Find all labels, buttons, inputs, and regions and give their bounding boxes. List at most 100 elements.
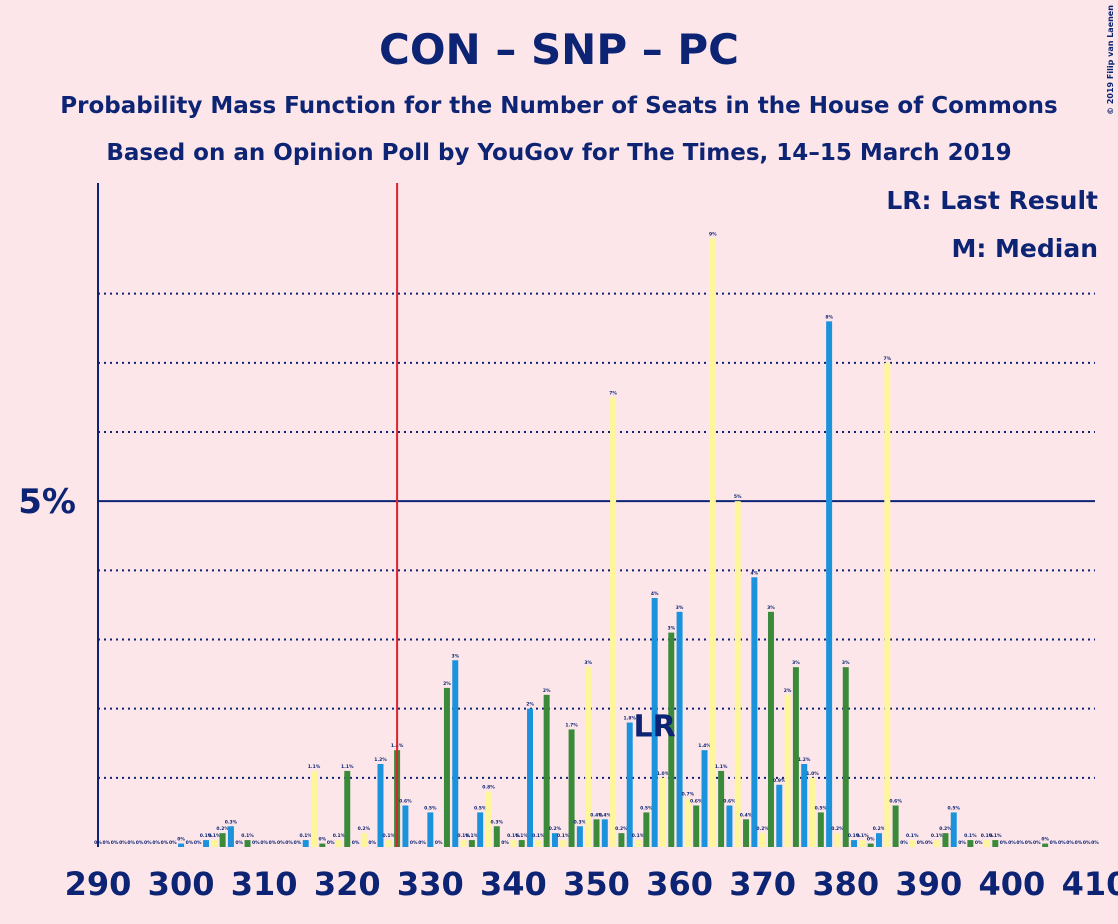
- value-label: 0.1%: [241, 833, 254, 839]
- value-label: 0.5%: [948, 805, 961, 811]
- bar: [726, 805, 733, 847]
- bar: [875, 833, 882, 847]
- bar: [560, 840, 567, 847]
- value-label: 0.2%: [756, 826, 769, 832]
- bar: [344, 770, 351, 847]
- bar: [984, 840, 990, 847]
- value-label: 2%: [784, 688, 792, 694]
- value-label: 0.1%: [632, 833, 645, 839]
- bar: [942, 833, 949, 847]
- value-label: 0.6%: [690, 799, 703, 805]
- bar: [1042, 843, 1049, 847]
- bar: [518, 840, 525, 847]
- value-label: 0%: [1008, 840, 1016, 846]
- value-label: 9%: [709, 231, 717, 237]
- x-tick-label: 360: [646, 865, 713, 903]
- bar: [751, 577, 758, 847]
- bar: [452, 660, 459, 847]
- bar: [227, 826, 234, 847]
- value-label: 0%: [127, 840, 135, 846]
- bar: [178, 843, 185, 847]
- bar: [693, 805, 700, 847]
- value-label: 7%: [609, 390, 617, 396]
- bar: [593, 819, 600, 847]
- value-label: 0%: [327, 840, 335, 846]
- bar: [485, 791, 492, 847]
- bar: [709, 238, 716, 848]
- x-tick-label: 320: [314, 865, 381, 903]
- bar: [767, 611, 774, 847]
- bar: [859, 840, 866, 847]
- legend-text: LR: Last Result: [886, 186, 1098, 215]
- x-tick-label: 400: [979, 865, 1046, 903]
- bar: [385, 840, 392, 847]
- bar: [718, 770, 725, 847]
- value-label: 0%: [1091, 840, 1099, 846]
- value-label: 5%: [734, 494, 742, 500]
- value-label: 7%: [883, 356, 891, 362]
- value-label: 0.2%: [358, 826, 371, 832]
- value-label: 0%: [102, 840, 110, 846]
- value-label: 1.2%: [374, 757, 387, 763]
- bar: [867, 843, 874, 847]
- value-label: 3%: [842, 660, 850, 666]
- value-label: 0%: [368, 840, 376, 846]
- value-label: 0.1%: [964, 833, 977, 839]
- value-label: 0%: [169, 840, 177, 846]
- bar: [427, 812, 434, 847]
- value-label: 0%: [435, 840, 443, 846]
- value-label: 0.1%: [457, 833, 470, 839]
- x-tick-label: 300: [148, 865, 215, 903]
- value-label: 2%: [526, 702, 534, 708]
- x-tick-label: 410: [1062, 865, 1118, 903]
- bar: [402, 805, 409, 847]
- bar: [601, 819, 608, 847]
- value-label: 0.1%: [848, 833, 861, 839]
- value-label: 0%: [1050, 840, 1058, 846]
- bar: [668, 632, 675, 847]
- value-label: 0%: [925, 840, 933, 846]
- value-label: 0%: [975, 840, 983, 846]
- value-label: 0.2%: [939, 826, 952, 832]
- value-label: 0.1%: [507, 833, 520, 839]
- value-label: 3%: [767, 605, 775, 611]
- y-tick-label: 5%: [18, 482, 76, 522]
- value-label: 0%: [501, 840, 509, 846]
- bar: [701, 750, 708, 847]
- bar: [659, 777, 666, 847]
- value-label: 0.9%: [773, 778, 786, 784]
- x-tick-label: 350: [563, 865, 630, 903]
- bar: [244, 840, 251, 847]
- value-label: 0.4%: [590, 812, 603, 818]
- value-label: 0%: [161, 840, 169, 846]
- bar: [743, 819, 750, 847]
- value-label: 0.4%: [740, 812, 753, 818]
- bar: [734, 501, 741, 847]
- value-label: 0.1%: [989, 833, 1002, 839]
- bar: [618, 833, 625, 847]
- value-label: 1.1%: [308, 764, 321, 770]
- value-label: 0.1%: [466, 833, 479, 839]
- x-tick-label: 290: [65, 865, 132, 903]
- value-label: 3%: [676, 605, 684, 611]
- bar: [934, 840, 941, 847]
- value-label: 2%: [543, 688, 551, 694]
- value-label: 0.2%: [873, 826, 886, 832]
- value-label: 0%: [260, 840, 268, 846]
- value-label: 0%: [900, 840, 908, 846]
- value-label: 0%: [111, 840, 119, 846]
- value-label: 0.2%: [831, 826, 844, 832]
- bar: [643, 812, 650, 847]
- bar: [884, 362, 891, 847]
- bar: [468, 840, 475, 847]
- value-label: 0.1%: [333, 833, 346, 839]
- value-label: 0.2%: [216, 826, 229, 832]
- bar: [477, 812, 484, 847]
- bar: [967, 840, 974, 847]
- bar: [460, 840, 467, 847]
- bar: [335, 840, 342, 847]
- bar: [510, 840, 517, 847]
- value-label: 0.1%: [906, 833, 919, 839]
- bar: [651, 598, 658, 847]
